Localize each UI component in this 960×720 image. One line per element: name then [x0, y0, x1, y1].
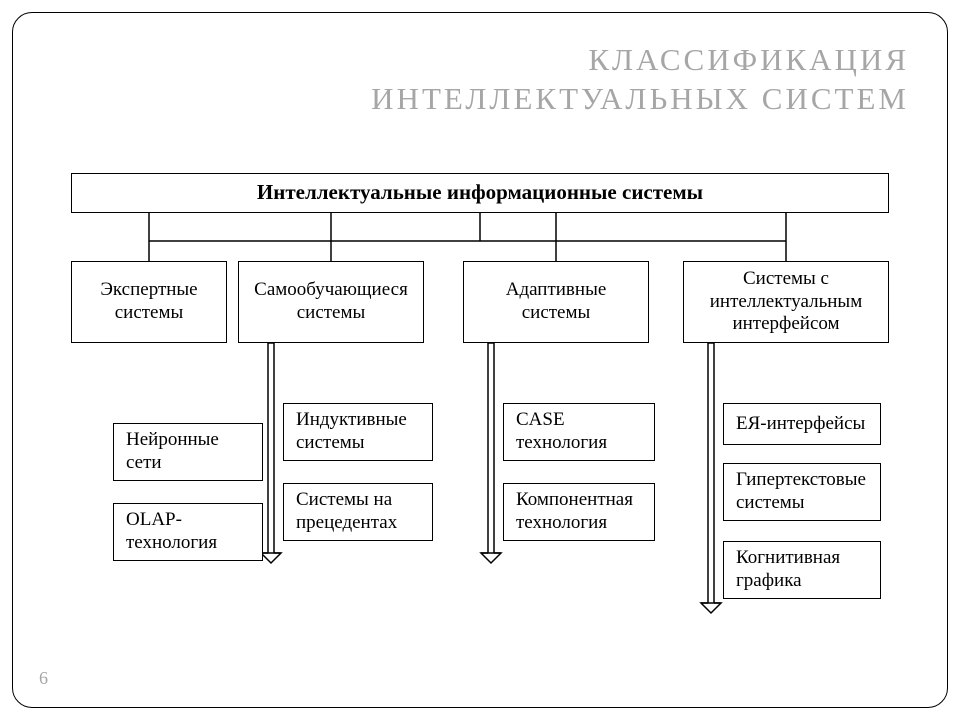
leaf-box-5: Компонентная технология	[503, 483, 655, 541]
leaf-box-6: ЕЯ-интерфейсы	[723, 403, 881, 445]
leaf-box-3: Системы на прецедентах	[283, 483, 433, 541]
leaf-box-2: Индуктивные системы	[283, 403, 433, 461]
title-line-2: ИНТЕЛЛЕКТУАЛЬНЫХ СИСТЕМ	[371, 81, 909, 116]
level2-box-intefc: Системы с интеллектуальным интерфейсом	[683, 261, 889, 343]
slide-frame: КЛАССИФИКАЦИЯ ИНТЕЛЛЕКТУАЛЬНЫХ СИСТЕМ 6 …	[12, 12, 948, 708]
leaf-box-1: OLAP- технология	[113, 503, 263, 561]
level2-box-selflearn: Самообучающиеся системы	[238, 261, 424, 343]
page-number: 6	[39, 668, 48, 689]
leaf-box-8: Когнитивная графика	[723, 541, 881, 599]
leaf-box-4: CASE технология	[503, 403, 655, 461]
title-line-1: КЛАССИФИКАЦИЯ	[588, 42, 909, 77]
leaf-box-7: Гипертекстовые системы	[723, 463, 881, 521]
level2-box-expert: Экспертные системы	[71, 261, 227, 343]
leaf-box-0: Нейронные сети	[113, 423, 263, 481]
level2-box-adaptive: Адаптивные системы	[463, 261, 649, 343]
root-box: Интеллектуальные информационные системы	[71, 173, 889, 213]
slide-title: КЛАССИФИКАЦИЯ ИНТЕЛЛЕКТУАЛЬНЫХ СИСТЕМ	[149, 41, 909, 119]
